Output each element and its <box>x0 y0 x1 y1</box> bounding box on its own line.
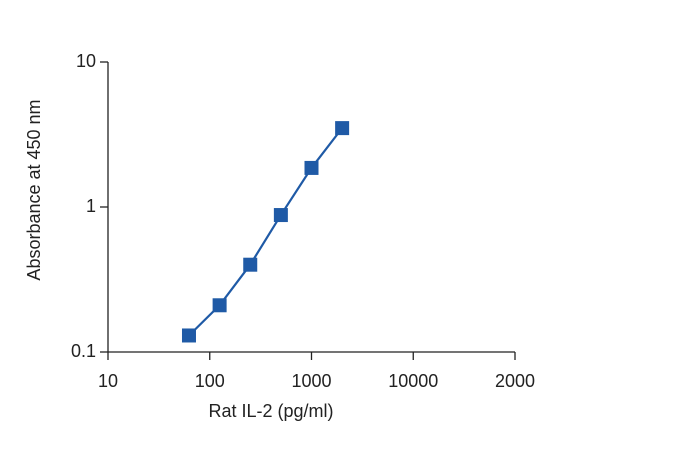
data-point <box>273 208 288 223</box>
x-tick-label: 2000 <box>495 371 535 391</box>
x-tick-label: 10000 <box>388 371 438 391</box>
y-tick-label: 1 <box>86 196 96 216</box>
x-tick-label: 10 <box>98 371 118 391</box>
y-axis-label: Absorbance at 450 nm <box>24 99 44 280</box>
y-tick-label: 10 <box>76 51 96 71</box>
series-line <box>188 127 344 337</box>
data-point <box>212 298 227 313</box>
x-tick-label: 1000 <box>291 371 331 391</box>
y-tick-label: 0.1 <box>71 341 96 361</box>
data-point <box>243 257 258 272</box>
x-tick-label: 100 <box>195 371 225 391</box>
data-point <box>335 121 350 136</box>
data-point <box>181 328 196 343</box>
x-axis-label: Rat IL-2 (pg/ml) <box>208 401 333 421</box>
data-point <box>304 160 319 175</box>
